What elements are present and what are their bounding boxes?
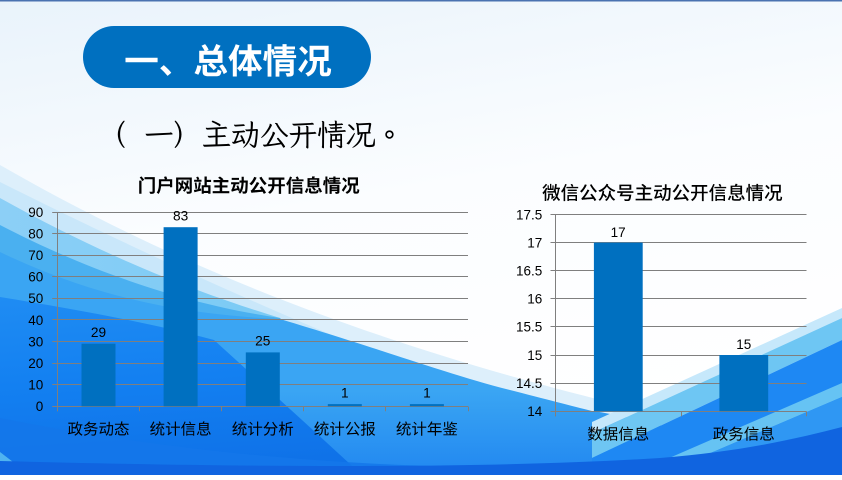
svg-text:25: 25	[255, 334, 271, 349]
svg-text:14: 14	[527, 404, 543, 419]
svg-text:0: 0	[36, 399, 44, 414]
svg-text:15: 15	[527, 348, 542, 363]
svg-text:80: 80	[28, 227, 43, 242]
svg-text:17: 17	[611, 225, 626, 240]
svg-text:40: 40	[28, 313, 43, 328]
svg-text:1: 1	[423, 385, 431, 400]
svg-text:10: 10	[28, 378, 43, 393]
svg-text:50: 50	[28, 291, 43, 306]
svg-text:16: 16	[527, 292, 542, 307]
svg-text:15: 15	[736, 337, 751, 352]
svg-text:90: 90	[28, 205, 43, 220]
svg-text:83: 83	[173, 208, 189, 223]
svg-text:60: 60	[28, 270, 43, 285]
svg-text:14.5: 14.5	[516, 376, 542, 391]
svg-text:30: 30	[28, 334, 43, 349]
svg-text:29: 29	[91, 325, 106, 340]
svg-text:17: 17	[527, 235, 542, 250]
svg-text:20: 20	[28, 356, 43, 371]
svg-text:70: 70	[28, 248, 43, 263]
svg-text:1: 1	[341, 385, 349, 400]
svg-text:15.5: 15.5	[516, 320, 542, 335]
svg-text:16.5: 16.5	[516, 264, 542, 279]
svg-text:17.5: 17.5	[516, 207, 542, 222]
